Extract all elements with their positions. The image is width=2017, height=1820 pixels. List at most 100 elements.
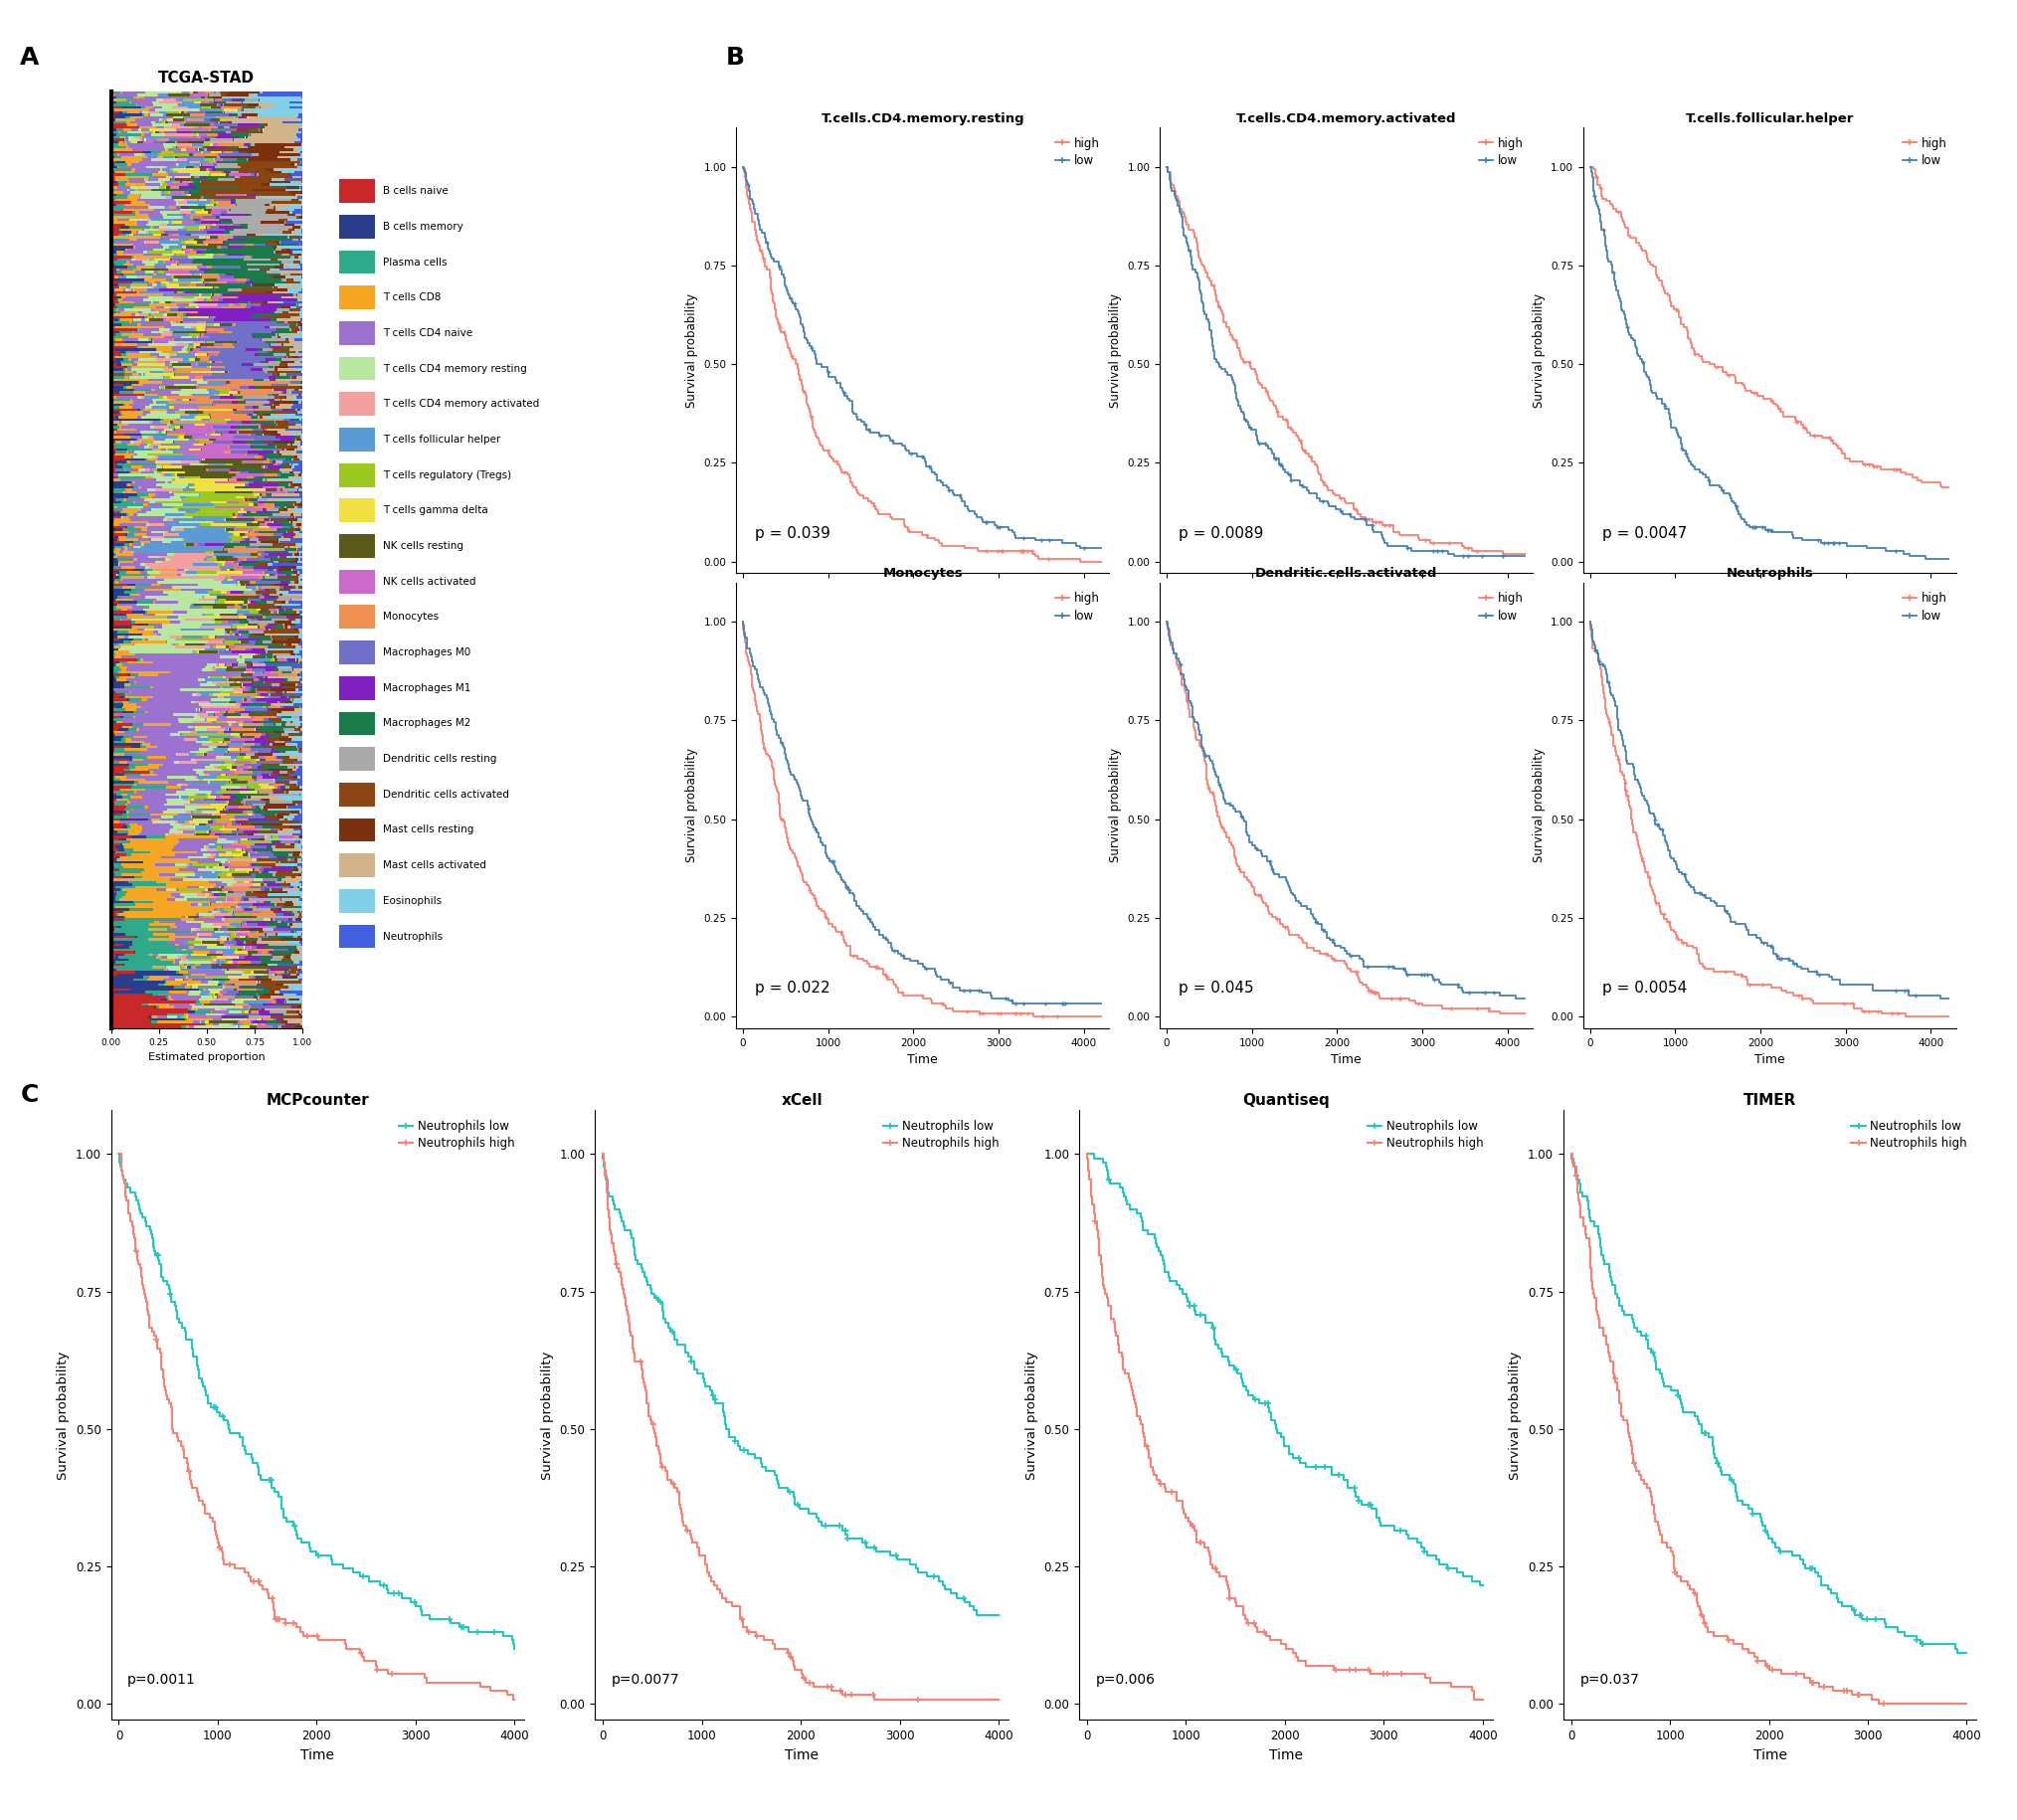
Bar — [135, 970, 175, 974]
Bar — [288, 823, 303, 826]
Bar — [282, 586, 292, 588]
Bar — [208, 894, 212, 895]
Bar — [274, 934, 278, 935]
Bar — [139, 774, 157, 775]
Bar — [173, 291, 177, 293]
Bar — [113, 206, 123, 209]
Bar — [278, 246, 303, 249]
Bar — [206, 888, 208, 890]
Bar — [234, 875, 256, 879]
Text: p = 0.039: p = 0.039 — [754, 526, 831, 541]
Bar — [248, 950, 258, 954]
Bar — [198, 357, 210, 359]
Bar — [165, 357, 169, 359]
Bar — [236, 397, 242, 399]
Bar — [111, 138, 123, 140]
Bar — [175, 428, 240, 431]
Bar — [115, 828, 143, 832]
Bar — [294, 437, 296, 439]
Bar — [282, 755, 288, 759]
Bar — [258, 850, 272, 854]
Bar — [117, 306, 133, 308]
Bar — [125, 371, 133, 373]
Bar — [175, 140, 177, 144]
Bar — [212, 298, 216, 300]
Bar — [224, 915, 252, 919]
Bar — [169, 733, 180, 735]
Bar — [111, 333, 115, 337]
Bar — [286, 799, 303, 801]
Bar — [280, 269, 303, 271]
Bar — [286, 881, 299, 883]
Bar — [111, 539, 117, 541]
Bar — [111, 743, 139, 746]
Bar — [214, 521, 252, 524]
Bar — [278, 328, 288, 331]
Bar — [153, 661, 238, 662]
Bar — [204, 218, 218, 220]
Bar — [296, 524, 301, 526]
Bar — [141, 528, 147, 531]
Bar — [290, 652, 292, 653]
Bar — [145, 178, 147, 180]
Bar — [246, 661, 252, 662]
Text: A: A — [20, 46, 40, 69]
Bar — [212, 373, 272, 377]
X-axis label: Time: Time — [1755, 599, 1785, 612]
Bar — [240, 304, 246, 306]
Bar — [127, 131, 141, 133]
Bar — [301, 328, 303, 331]
Bar — [192, 160, 200, 164]
Bar — [113, 249, 125, 251]
Bar — [206, 555, 212, 559]
Bar — [224, 732, 232, 733]
Bar — [194, 166, 200, 169]
Bar — [111, 501, 113, 504]
Bar — [194, 515, 230, 519]
Bar — [188, 915, 200, 919]
Bar — [111, 419, 159, 420]
Bar — [127, 368, 131, 371]
Bar — [127, 823, 129, 826]
Bar — [115, 855, 119, 859]
Bar — [202, 613, 206, 615]
Bar — [186, 120, 216, 124]
Bar — [280, 939, 303, 941]
Bar — [220, 568, 226, 571]
Bar — [212, 400, 232, 404]
Text: T cells regulatory (Tregs): T cells regulatory (Tregs) — [383, 470, 512, 480]
Bar — [135, 533, 145, 535]
Bar — [280, 571, 292, 573]
Bar — [220, 981, 226, 983]
Bar — [250, 961, 262, 963]
Bar — [210, 834, 214, 835]
Bar — [145, 271, 153, 273]
Bar — [262, 91, 303, 93]
Bar — [228, 1008, 248, 1010]
Bar — [250, 471, 282, 473]
Bar — [131, 619, 186, 621]
Bar — [262, 763, 280, 766]
Bar — [127, 111, 139, 113]
Text: Mast cells resting: Mast cells resting — [383, 824, 474, 835]
Bar — [268, 360, 280, 364]
Bar — [133, 480, 135, 484]
Bar — [232, 794, 268, 795]
Bar — [276, 1003, 280, 1006]
Bar — [210, 646, 212, 648]
Bar — [173, 553, 214, 555]
Bar — [256, 233, 264, 237]
Bar — [111, 1014, 167, 1016]
Bar — [268, 244, 299, 246]
Bar — [272, 641, 301, 644]
Bar — [216, 883, 228, 886]
Bar — [200, 278, 204, 280]
Bar — [204, 846, 206, 848]
Bar — [180, 417, 194, 419]
Bar — [248, 1016, 270, 1019]
Bar — [161, 151, 175, 153]
Bar — [270, 277, 272, 278]
Bar — [280, 541, 303, 544]
Bar — [121, 420, 149, 424]
Bar — [286, 357, 292, 359]
